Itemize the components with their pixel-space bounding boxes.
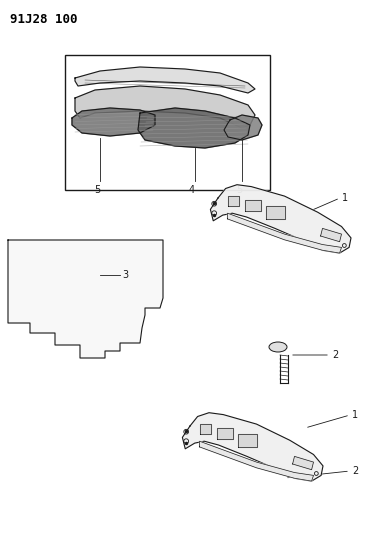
Text: 1: 1 [352,410,358,420]
Polygon shape [199,441,314,481]
Ellipse shape [269,342,287,352]
Text: 5: 5 [236,185,242,195]
Polygon shape [228,196,239,206]
Polygon shape [224,115,262,140]
Text: 4: 4 [189,185,195,195]
Polygon shape [8,240,163,358]
Polygon shape [72,108,155,136]
Polygon shape [199,424,211,434]
Polygon shape [228,213,341,253]
Polygon shape [245,200,261,211]
Polygon shape [217,428,233,439]
Polygon shape [237,434,256,447]
Text: 3: 3 [122,270,128,280]
Polygon shape [138,108,250,148]
Text: 91J28 100: 91J28 100 [10,13,77,26]
Polygon shape [321,229,341,241]
Text: 2: 2 [332,350,338,360]
Polygon shape [75,86,255,128]
Text: 5: 5 [94,185,100,195]
Polygon shape [292,456,314,470]
Bar [65,55,270,190]
Polygon shape [182,413,323,481]
Text: 2: 2 [352,466,358,476]
Text: 1: 1 [342,193,348,203]
Polygon shape [210,185,351,253]
Polygon shape [265,206,285,219]
Polygon shape [75,67,255,93]
